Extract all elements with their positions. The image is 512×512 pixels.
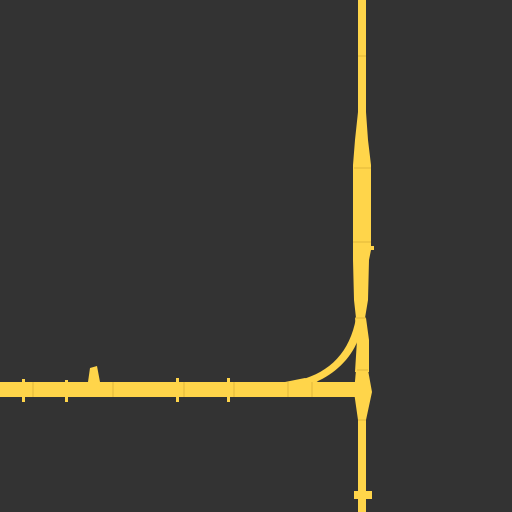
horizontal-road-tick-4 <box>227 378 230 402</box>
horizontal-road-body <box>0 378 360 397</box>
horizontal-road-tick-3 <box>176 378 179 402</box>
vertical-road[interactable] <box>353 0 374 512</box>
vertical-road-end-tick <box>354 491 372 499</box>
horizontal-road-tick-1 <box>22 379 25 402</box>
road-seams <box>32 55 371 421</box>
junction[interactable] <box>352 382 368 397</box>
horizontal-road-bump <box>88 366 100 382</box>
horizontal-road[interactable] <box>0 366 360 402</box>
horizontal-road-tick-2 <box>65 380 68 402</box>
vertical-road-tick <box>366 246 374 250</box>
curved-ramp[interactable] <box>300 318 362 384</box>
vertical-road-lower <box>354 370 372 512</box>
vertical-road-upper <box>353 0 371 318</box>
